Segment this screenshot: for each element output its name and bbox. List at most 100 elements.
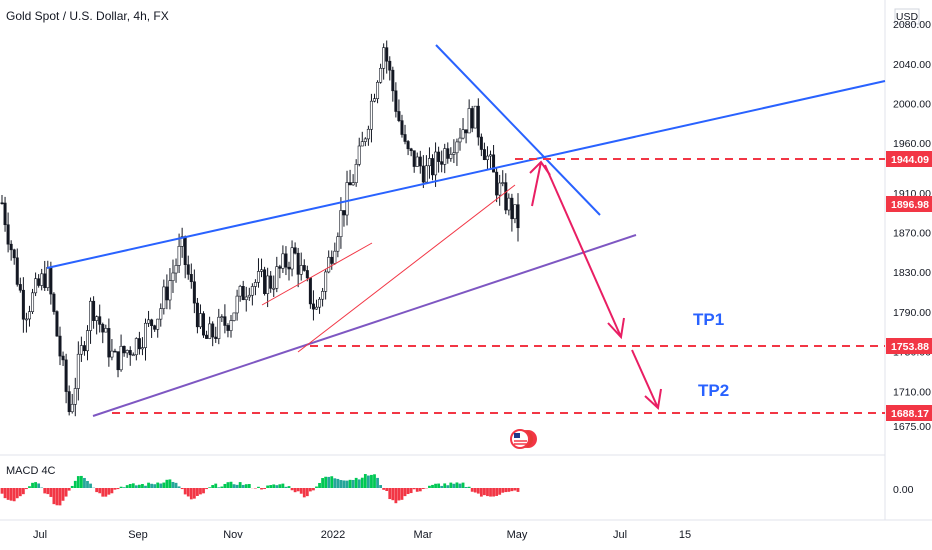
- candle-body: [339, 210, 343, 237]
- macd-bar: [196, 488, 199, 496]
- descending-trendline[interactable]: [435, 44, 601, 216]
- macd-bar: [330, 476, 334, 488]
- macd-bar: [46, 488, 50, 495]
- candle-body: [137, 338, 141, 350]
- lower-channel-trendline[interactable]: [92, 234, 637, 417]
- macd-bar: [333, 478, 337, 488]
- macd-bar: [107, 488, 111, 495]
- macd-bar: [412, 488, 416, 490]
- candle-body: [333, 250, 337, 264]
- candle-body: [238, 286, 242, 297]
- macd-bar: [34, 482, 37, 488]
- price-tick-label: 1830.00: [893, 267, 931, 279]
- candle-body: [458, 137, 462, 143]
- candle-body: [446, 148, 450, 159]
- candle-body: [492, 154, 496, 173]
- macd-bar: [299, 488, 303, 494]
- macd-bar: [479, 488, 483, 497]
- minor-channel-lower[interactable]: [297, 184, 516, 353]
- macd-bar: [318, 482, 321, 488]
- candlestick-series: [0, 40, 520, 417]
- macd-bar: [305, 488, 309, 497]
- minor-channel-upper[interactable]: [261, 242, 373, 306]
- level-label-1896: 1896.98: [886, 196, 932, 212]
- candle-body: [311, 303, 315, 310]
- macd-bar: [360, 477, 364, 488]
- candle-body: [85, 330, 89, 352]
- candle-body: [131, 354, 135, 357]
- date-tick-label: Jul: [33, 529, 47, 541]
- macd-bar: [125, 485, 129, 488]
- macd-bar: [55, 488, 59, 506]
- macd-bar: [137, 484, 141, 488]
- candle-body: [119, 345, 123, 371]
- candle-body: [412, 150, 416, 167]
- candle-body: [357, 145, 361, 165]
- macd-bar: [312, 488, 315, 491]
- date-ticks: Jul Sep Nov 2022 Mar May Jul 15: [33, 529, 691, 541]
- macd-bar: [290, 488, 294, 491]
- macd-bar: [492, 488, 495, 497]
- macd-bar: [141, 484, 144, 488]
- macd-bar: [421, 488, 425, 489]
- candle-body: [177, 246, 181, 266]
- candle-body: [372, 98, 376, 102]
- macd-bar: [15, 488, 19, 499]
- macd-bar: [507, 488, 511, 492]
- candle-body: [43, 273, 47, 288]
- candle-body: [208, 323, 212, 339]
- macd-bar: [336, 478, 340, 488]
- macd-bar: [461, 482, 465, 488]
- candle-body: [385, 47, 389, 62]
- candle-body: [198, 313, 202, 328]
- candle-body: [418, 156, 422, 167]
- candle-body: [369, 100, 373, 130]
- macd-bar: [122, 487, 126, 488]
- economic-event-flag-icon[interactable]: [510, 429, 537, 449]
- candle-body: [489, 154, 493, 157]
- svg-text:1688.17: 1688.17: [891, 408, 929, 420]
- candle-body: [220, 316, 224, 318]
- candle-body: [281, 253, 285, 269]
- projection-arrows[interactable]: [529, 160, 662, 411]
- price-tick-label: 2080.00: [893, 19, 931, 31]
- candle-body: [34, 278, 38, 294]
- macd-bar: [189, 488, 193, 500]
- macd-bar: [385, 488, 389, 491]
- candle-body: [116, 351, 120, 371]
- arrow-down-1-head: [607, 317, 625, 340]
- macd-bar: [418, 488, 422, 492]
- candle-body: [195, 302, 199, 328]
- macd-bar: [235, 484, 239, 488]
- macd-bar: [501, 488, 505, 493]
- price-tick-label: 1710.00: [893, 386, 931, 398]
- candle-body: [437, 151, 441, 162]
- macd-bar: [370, 474, 373, 488]
- macd-bar: [104, 488, 108, 497]
- macd-bar: [498, 488, 502, 495]
- macd-bar: [73, 480, 77, 488]
- upper-channel-trendline[interactable]: [46, 80, 886, 269]
- candle-body: [9, 243, 13, 251]
- candle-body: [379, 67, 383, 83]
- macd-bar: [321, 478, 324, 488]
- macd-bar: [308, 488, 312, 492]
- macd-bar: [339, 480, 343, 488]
- macd-bar: [302, 488, 306, 498]
- macd-bar: [247, 484, 251, 488]
- macd-bar: [275, 485, 279, 488]
- candle-body: [308, 277, 312, 305]
- candle-body: [476, 105, 480, 138]
- macd-bar: [156, 482, 160, 488]
- candle-body: [153, 325, 157, 330]
- candle-body: [6, 224, 10, 245]
- macd-bar: [470, 488, 474, 492]
- candle-body: [455, 141, 459, 154]
- candle-body: [27, 311, 31, 320]
- macd-bar: [180, 488, 184, 490]
- candle-body: [223, 316, 227, 326]
- macd-bar: [144, 485, 147, 488]
- candle-body: [284, 253, 288, 268]
- macd-bar: [31, 482, 34, 488]
